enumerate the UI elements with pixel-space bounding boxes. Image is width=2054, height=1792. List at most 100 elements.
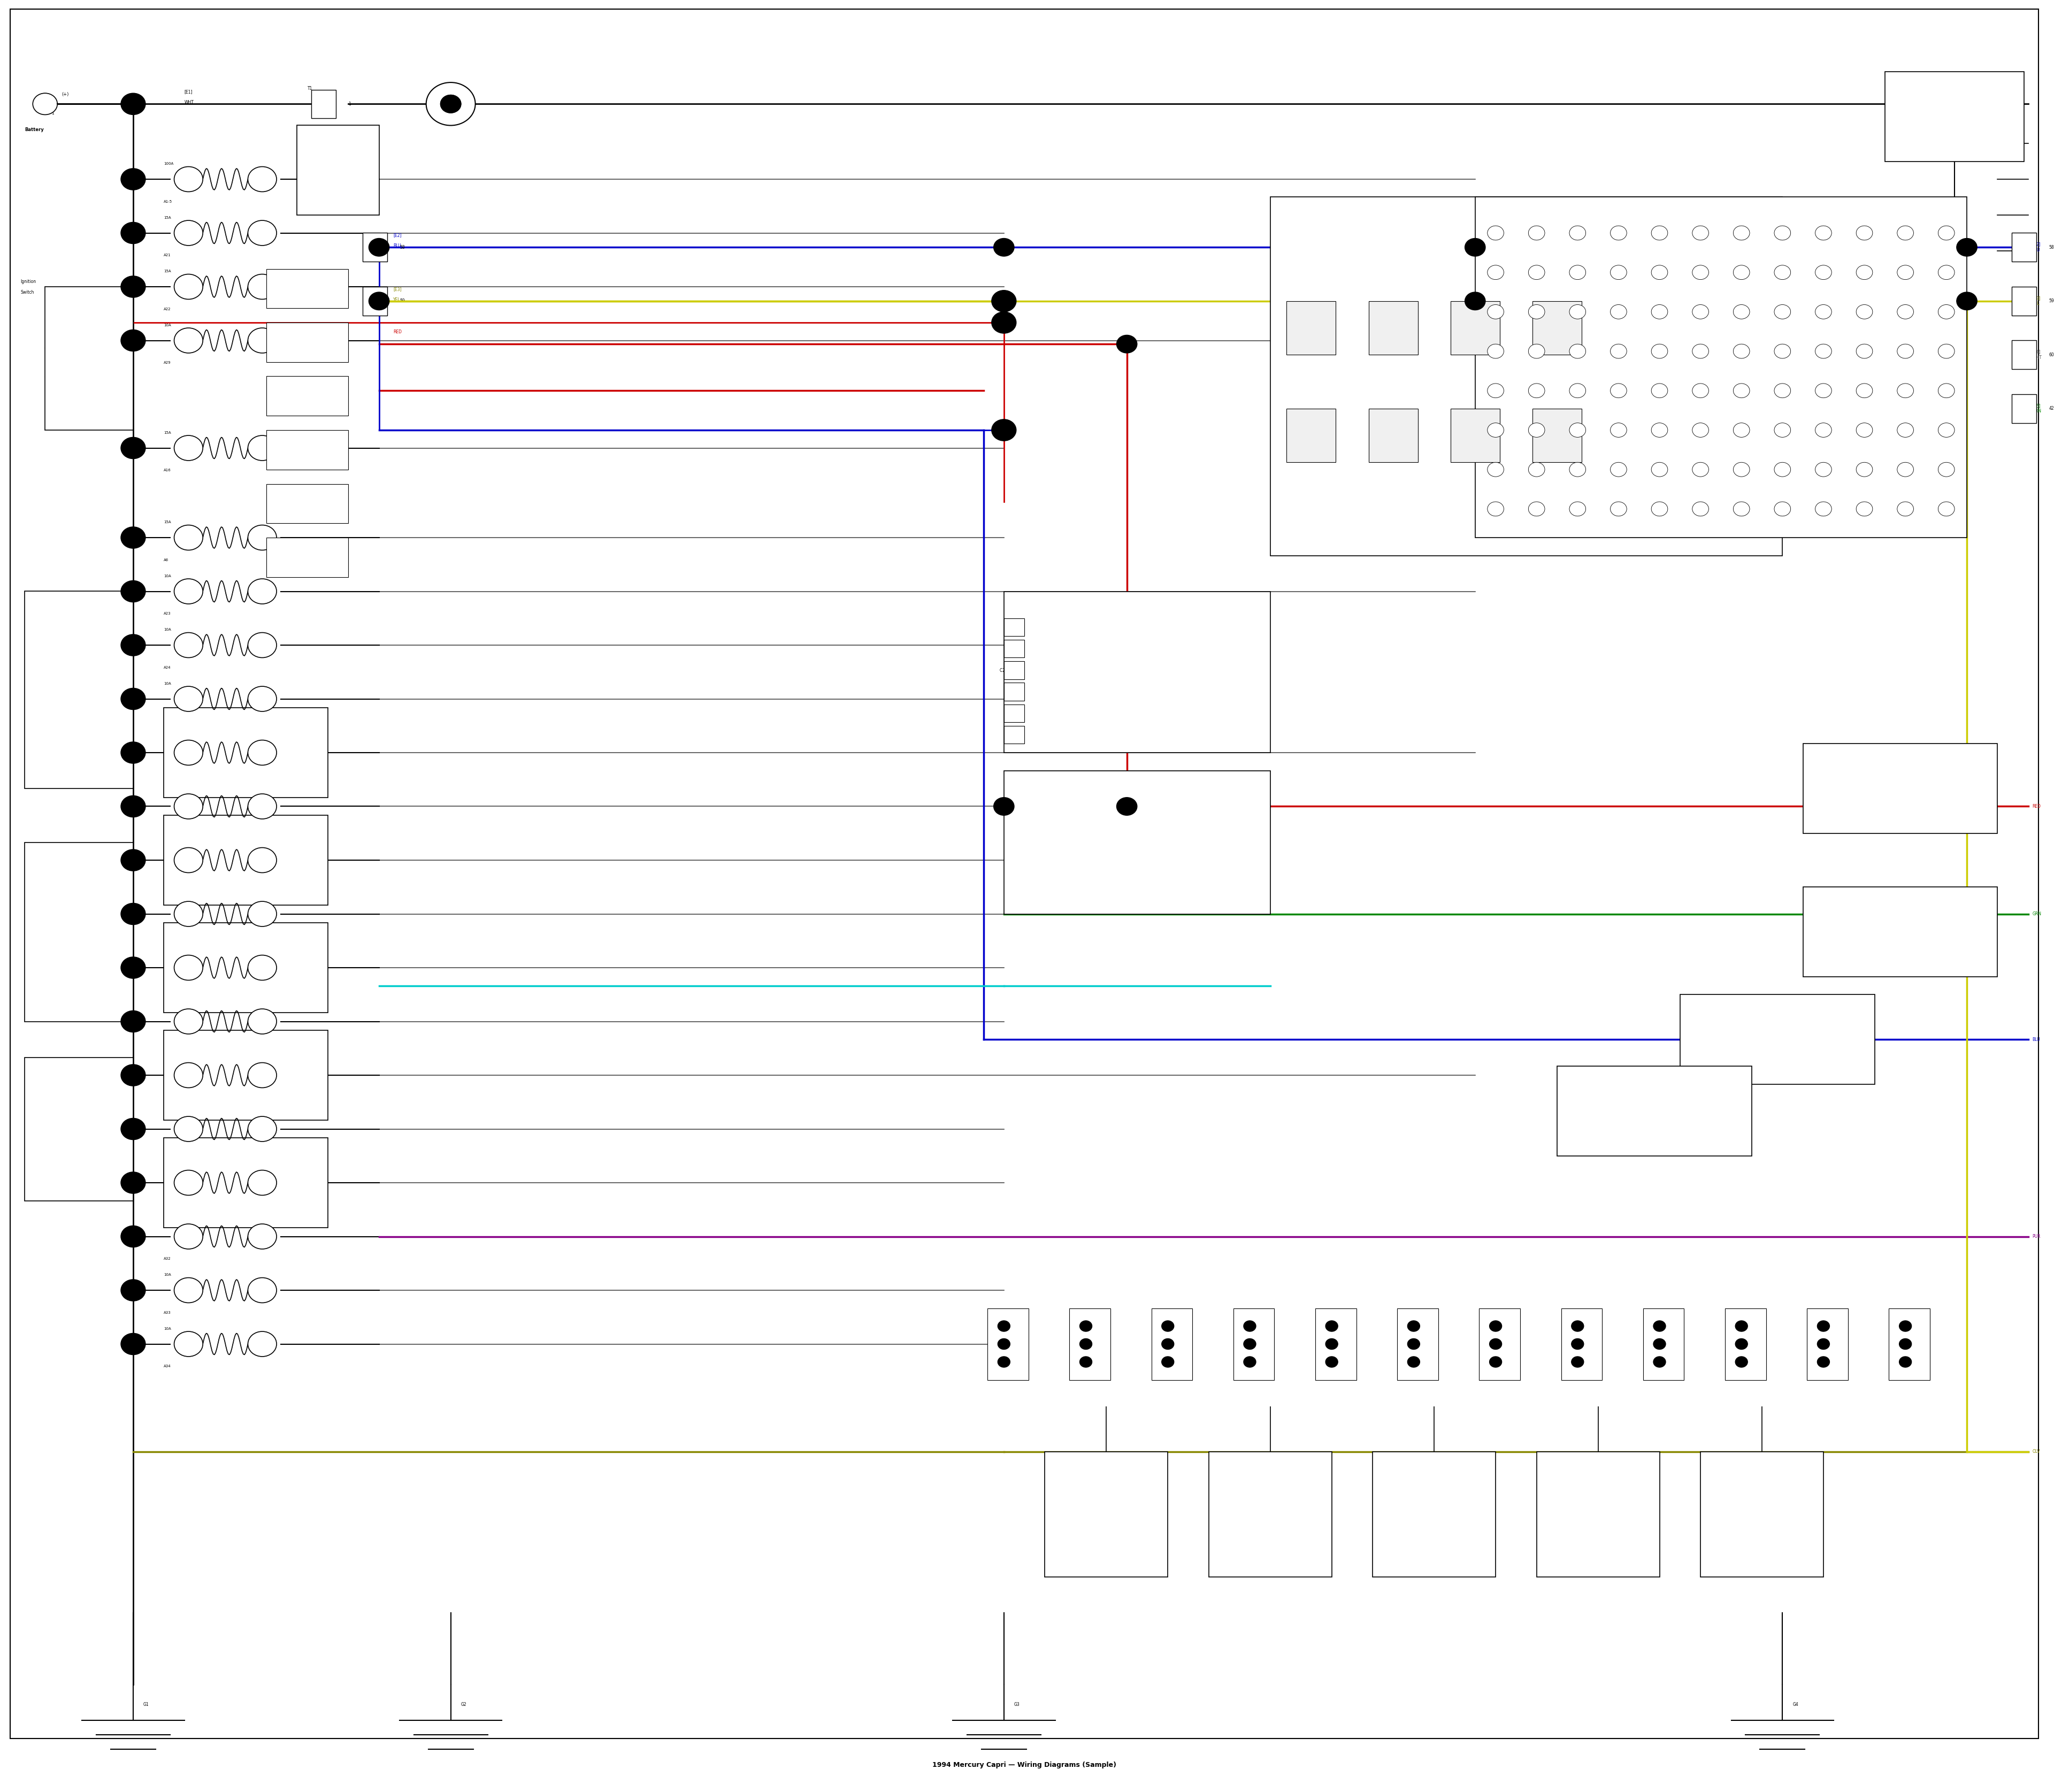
Circle shape	[121, 1011, 146, 1032]
Text: 59: 59	[401, 299, 405, 303]
Circle shape	[1692, 305, 1709, 319]
Text: 1: 1	[349, 102, 351, 106]
Bar	[1269, 197, 1783, 556]
Circle shape	[370, 292, 390, 310]
Circle shape	[123, 278, 144, 296]
Text: 10A: 10A	[164, 1113, 170, 1115]
Bar	[1725, 1308, 1766, 1380]
Bar	[1803, 744, 1999, 833]
Circle shape	[1528, 383, 1545, 398]
Text: BLU: BLU	[394, 244, 401, 249]
Text: Instrument Cluster / ECM Connectors: Instrument Cluster / ECM Connectors	[1495, 204, 1571, 210]
Circle shape	[1487, 502, 1504, 516]
Circle shape	[1325, 1357, 1337, 1367]
Circle shape	[175, 1116, 203, 1142]
Bar	[1890, 1308, 1931, 1380]
Circle shape	[1610, 344, 1627, 358]
Circle shape	[1569, 305, 1586, 319]
Circle shape	[121, 1172, 146, 1193]
Text: C20: C20	[1132, 670, 1142, 674]
Bar	[1701, 1452, 1824, 1577]
Circle shape	[249, 1063, 277, 1088]
Text: Window
Motor LH: Window Motor LH	[1892, 785, 1908, 792]
Text: A8: A8	[164, 882, 168, 883]
Circle shape	[123, 332, 144, 349]
Circle shape	[992, 312, 1017, 333]
Text: C101: C101	[1101, 1512, 1111, 1516]
Text: A30: A30	[164, 1150, 170, 1152]
Circle shape	[1816, 226, 1832, 240]
Circle shape	[1651, 305, 1668, 319]
Circle shape	[249, 274, 277, 299]
Text: C105: C105	[1756, 1512, 1766, 1516]
Circle shape	[1736, 1321, 1748, 1331]
Bar	[267, 376, 349, 416]
Circle shape	[175, 167, 203, 192]
Circle shape	[175, 955, 203, 980]
Bar	[164, 708, 329, 797]
Bar	[1808, 1308, 1849, 1380]
Circle shape	[998, 1321, 1011, 1331]
Circle shape	[1117, 797, 1138, 815]
Bar	[1643, 1308, 1684, 1380]
Text: A25: A25	[164, 720, 170, 722]
Circle shape	[1775, 344, 1791, 358]
Text: 10A: 10A	[164, 898, 170, 900]
Circle shape	[175, 274, 203, 299]
Text: C103: C103	[1430, 1512, 1440, 1516]
Circle shape	[123, 95, 144, 113]
Circle shape	[1939, 383, 1955, 398]
Circle shape	[1939, 423, 1955, 437]
Circle shape	[123, 439, 144, 457]
Bar	[164, 923, 329, 1012]
Bar	[1397, 1308, 1438, 1380]
Circle shape	[1651, 383, 1668, 398]
Circle shape	[1692, 423, 1709, 437]
Circle shape	[425, 82, 474, 125]
Bar	[298, 125, 380, 215]
Circle shape	[175, 1331, 203, 1357]
Bar	[1286, 301, 1335, 355]
Circle shape	[994, 797, 1015, 815]
Circle shape	[121, 222, 146, 244]
Circle shape	[1692, 344, 1709, 358]
Circle shape	[1775, 265, 1791, 280]
Bar	[1152, 1308, 1193, 1380]
Circle shape	[1939, 462, 1955, 477]
Bar	[364, 233, 388, 262]
Circle shape	[1734, 383, 1750, 398]
Circle shape	[1569, 265, 1586, 280]
Bar	[1004, 618, 1025, 636]
Circle shape	[1569, 502, 1586, 516]
Bar	[25, 1057, 134, 1201]
Circle shape	[1610, 305, 1627, 319]
Text: R1: R1	[1290, 202, 1298, 208]
Circle shape	[1163, 1357, 1175, 1367]
Circle shape	[1734, 462, 1750, 477]
Circle shape	[1939, 305, 1955, 319]
Circle shape	[1571, 1339, 1584, 1349]
Text: Oil
Pressure
Switch: Oil Pressure Switch	[238, 749, 253, 756]
Text: RED: RED	[394, 330, 403, 335]
Circle shape	[1734, 502, 1750, 516]
Text: 15A: 15A	[164, 737, 170, 738]
Text: A24: A24	[164, 667, 170, 668]
Circle shape	[121, 1226, 146, 1247]
Circle shape	[33, 93, 58, 115]
Circle shape	[1610, 226, 1627, 240]
Text: G2: G2	[460, 1702, 466, 1708]
Circle shape	[123, 224, 144, 242]
Circle shape	[1898, 423, 1914, 437]
Circle shape	[121, 437, 146, 459]
Circle shape	[121, 957, 146, 978]
Circle shape	[1651, 226, 1668, 240]
Circle shape	[1900, 1321, 1912, 1331]
Text: C104: C104	[1594, 1512, 1602, 1516]
Circle shape	[249, 901, 277, 926]
Text: A29: A29	[164, 362, 170, 364]
Circle shape	[1528, 226, 1545, 240]
Circle shape	[121, 742, 146, 763]
Text: O2
Sensor: O2 Sensor	[240, 1179, 251, 1186]
Text: 10A: 10A	[164, 1005, 170, 1007]
Circle shape	[1692, 265, 1709, 280]
